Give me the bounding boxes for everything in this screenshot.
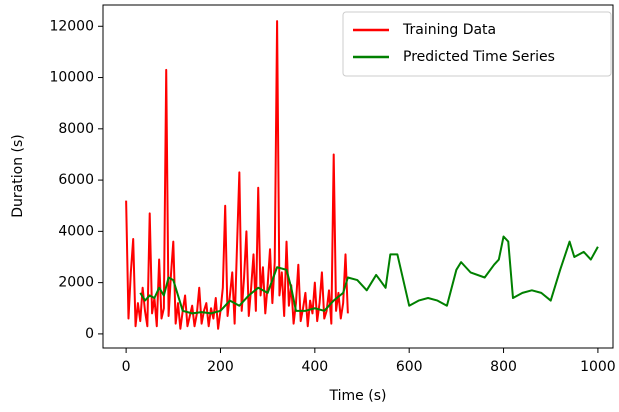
x-tick-label: 400 bbox=[301, 359, 328, 375]
x-tick-label: 600 bbox=[396, 359, 423, 375]
legend-label: Predicted Time Series bbox=[403, 49, 555, 65]
legend-box bbox=[342, 11, 612, 77]
x-tick-label: 1000 bbox=[580, 359, 616, 375]
y-tick-label: 8000 bbox=[58, 121, 94, 137]
y-tick-label: 6000 bbox=[58, 172, 94, 188]
data-line bbox=[125, 20, 349, 330]
y-axis-label: Duration (s) bbox=[10, 134, 26, 217]
x-axis-label: Time (s) bbox=[329, 388, 387, 404]
y-tick-label: 12000 bbox=[49, 18, 94, 34]
x-tick-label: 0 bbox=[122, 359, 131, 375]
x-tick-label: 800 bbox=[490, 359, 517, 375]
data-line bbox=[139, 235, 599, 315]
y-tick-label: 4000 bbox=[58, 223, 94, 239]
y-tick-label: 2000 bbox=[58, 275, 94, 291]
y-tick-label: 10000 bbox=[49, 70, 94, 86]
plot-frame bbox=[102, 4, 614, 349]
x-tick-label: 200 bbox=[207, 359, 234, 375]
y-tick-label: 0 bbox=[85, 326, 94, 342]
legend: Training Data Predicted Time Series bbox=[342, 11, 612, 77]
legend-label: Training Data bbox=[402, 22, 496, 38]
